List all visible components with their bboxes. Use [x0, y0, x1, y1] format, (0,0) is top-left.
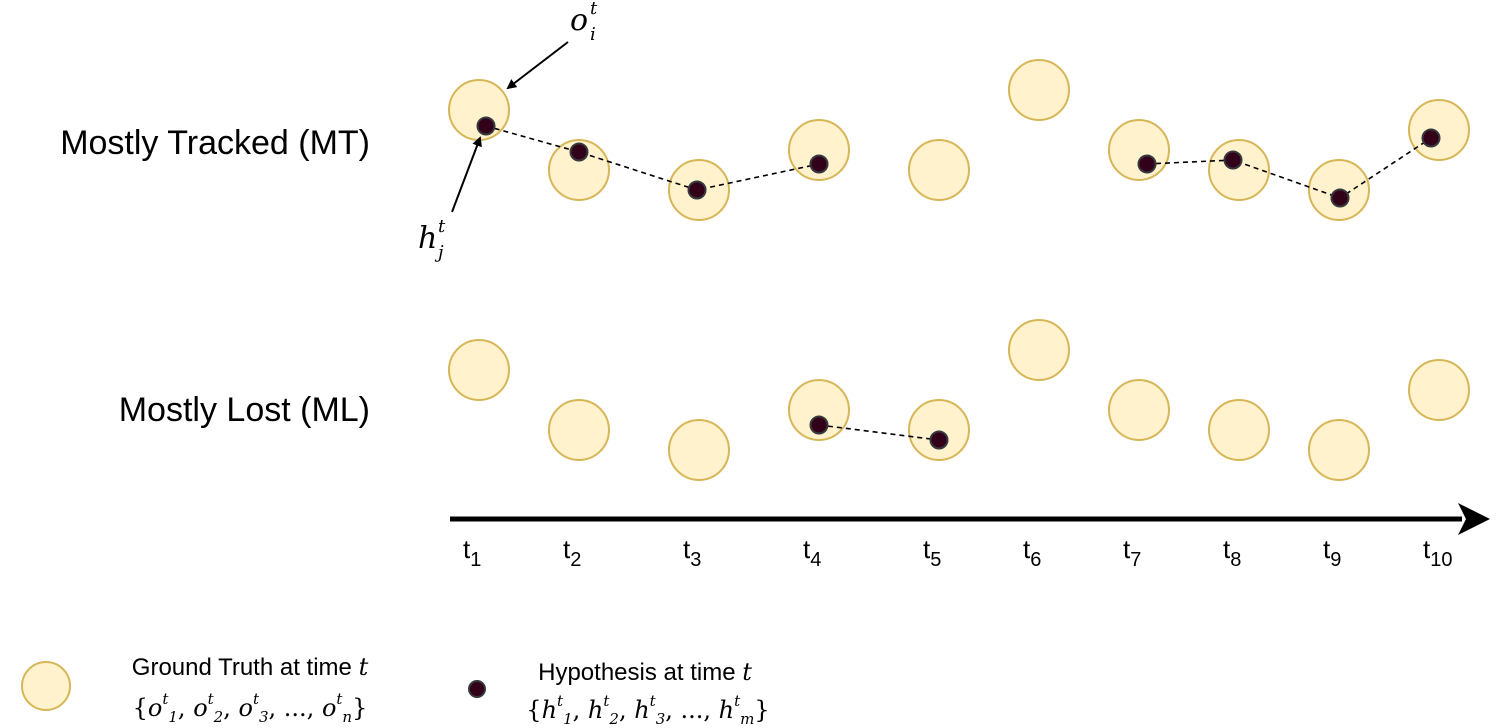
hypothesis-dot-r1-t10 — [1421, 128, 1441, 148]
hypothesis-dot-r1-t8 — [1223, 150, 1243, 170]
time-tick-t1: t1 — [463, 534, 481, 571]
ground-truth-circle-r2-t9 — [1308, 419, 1370, 481]
object-annotation-sup: t — [590, 0, 598, 19]
hypothesis-annotation-arrow — [451, 136, 482, 213]
time-axis-arrowhead — [1458, 503, 1490, 535]
hypothesis-annotation-sup: t — [438, 216, 446, 237]
ground-truth-circle-r2-t7 — [1108, 379, 1170, 441]
ground-truth-circle-r1-t5 — [908, 139, 970, 201]
ground-truth-circle-r2-t4 — [788, 379, 850, 441]
ground-truth-circle-r2-t8 — [1208, 399, 1270, 461]
ground-truth-circle-r2-t2 — [548, 399, 610, 461]
legend-hypothesis-icon — [468, 680, 486, 698]
ground-truth-circle-r2-t5 — [908, 399, 970, 461]
ground-truth-circle-r1-t2 — [548, 139, 610, 201]
legend-hypothesis-set: {ht1, ht2, ht3, ..., htm} — [526, 692, 769, 728]
ground-truth-circle-r2-t10 — [1408, 359, 1470, 421]
ground-truth-circle-r1-t7 — [1108, 119, 1170, 181]
track-line-r2-1 — [818, 424, 940, 441]
time-tick-t2: t2 — [563, 534, 581, 571]
track-lines-layer — [485, 125, 1432, 441]
hypothesis-dot-r2-t5 — [929, 430, 949, 450]
time-tick-labels: t1 t2 t3 t4 t5 t6 t7 t8 t9 t10 — [463, 534, 1452, 571]
ground-truth-circle-r2-t6 — [1008, 319, 1070, 381]
ground-truth-circle-r2-t1 — [448, 339, 510, 401]
time-tick-t8: t8 — [1223, 534, 1241, 571]
hypothesis-annotation-label: h — [418, 221, 437, 256]
row-label-mt: Mostly Tracked (MT) — [60, 124, 370, 162]
hypothesis-dot-r1-t9 — [1330, 188, 1350, 208]
hypothesis-dot-r2-t4 — [809, 415, 829, 435]
track-line-r1-2 — [1146, 137, 1432, 199]
hypothesis-annotation-sub: j — [434, 242, 444, 263]
ground-truth-circle-r1-t4 — [788, 119, 850, 181]
hypothesis-dot-r1-t2 — [569, 142, 589, 162]
time-tick-t6: t6 — [1023, 534, 1041, 571]
time-tick-t9: t9 — [1323, 534, 1341, 571]
hypothesis-dot-r1-t4 — [809, 154, 829, 174]
object-annotation-arrow — [506, 41, 569, 90]
legend-hypothesis-label: Hypothesis at time t — [538, 658, 752, 686]
hypothesis-layer — [476, 116, 1441, 450]
ground-truth-circle-r1-t8 — [1208, 139, 1270, 201]
time-tick-t5: t5 — [923, 534, 941, 571]
hypothesis-dot-r1-t1 — [476, 116, 496, 136]
hypothesis-dot-r1-t3 — [687, 180, 707, 200]
track-line-r1-1 — [485, 125, 820, 191]
ground-truth-circle-r2-t3 — [668, 419, 730, 481]
legend-ground-truth-icon — [21, 661, 71, 711]
time-tick-t7: t7 — [1123, 534, 1141, 571]
time-tick-t10: t10 — [1423, 534, 1452, 571]
object-annotation-label: o — [570, 3, 588, 38]
object-annotation-sub: i — [590, 24, 596, 45]
legend-ground-truth-set: {ot1, ot2, ot3, ..., otn} — [133, 690, 368, 726]
ground-truth-layer — [448, 59, 1470, 481]
ground-truth-circle-r1-t10 — [1408, 99, 1470, 161]
ground-truth-circle-r1-t6 — [1008, 59, 1070, 121]
hypothesis-dot-r1-t7 — [1137, 154, 1157, 174]
time-tick-t4: t4 — [803, 534, 821, 571]
row-label-ml: Mostly Lost (ML) — [119, 391, 370, 429]
legend-ground-truth-label: Ground Truth at time t — [132, 653, 369, 681]
time-tick-t3: t3 — [683, 534, 701, 571]
